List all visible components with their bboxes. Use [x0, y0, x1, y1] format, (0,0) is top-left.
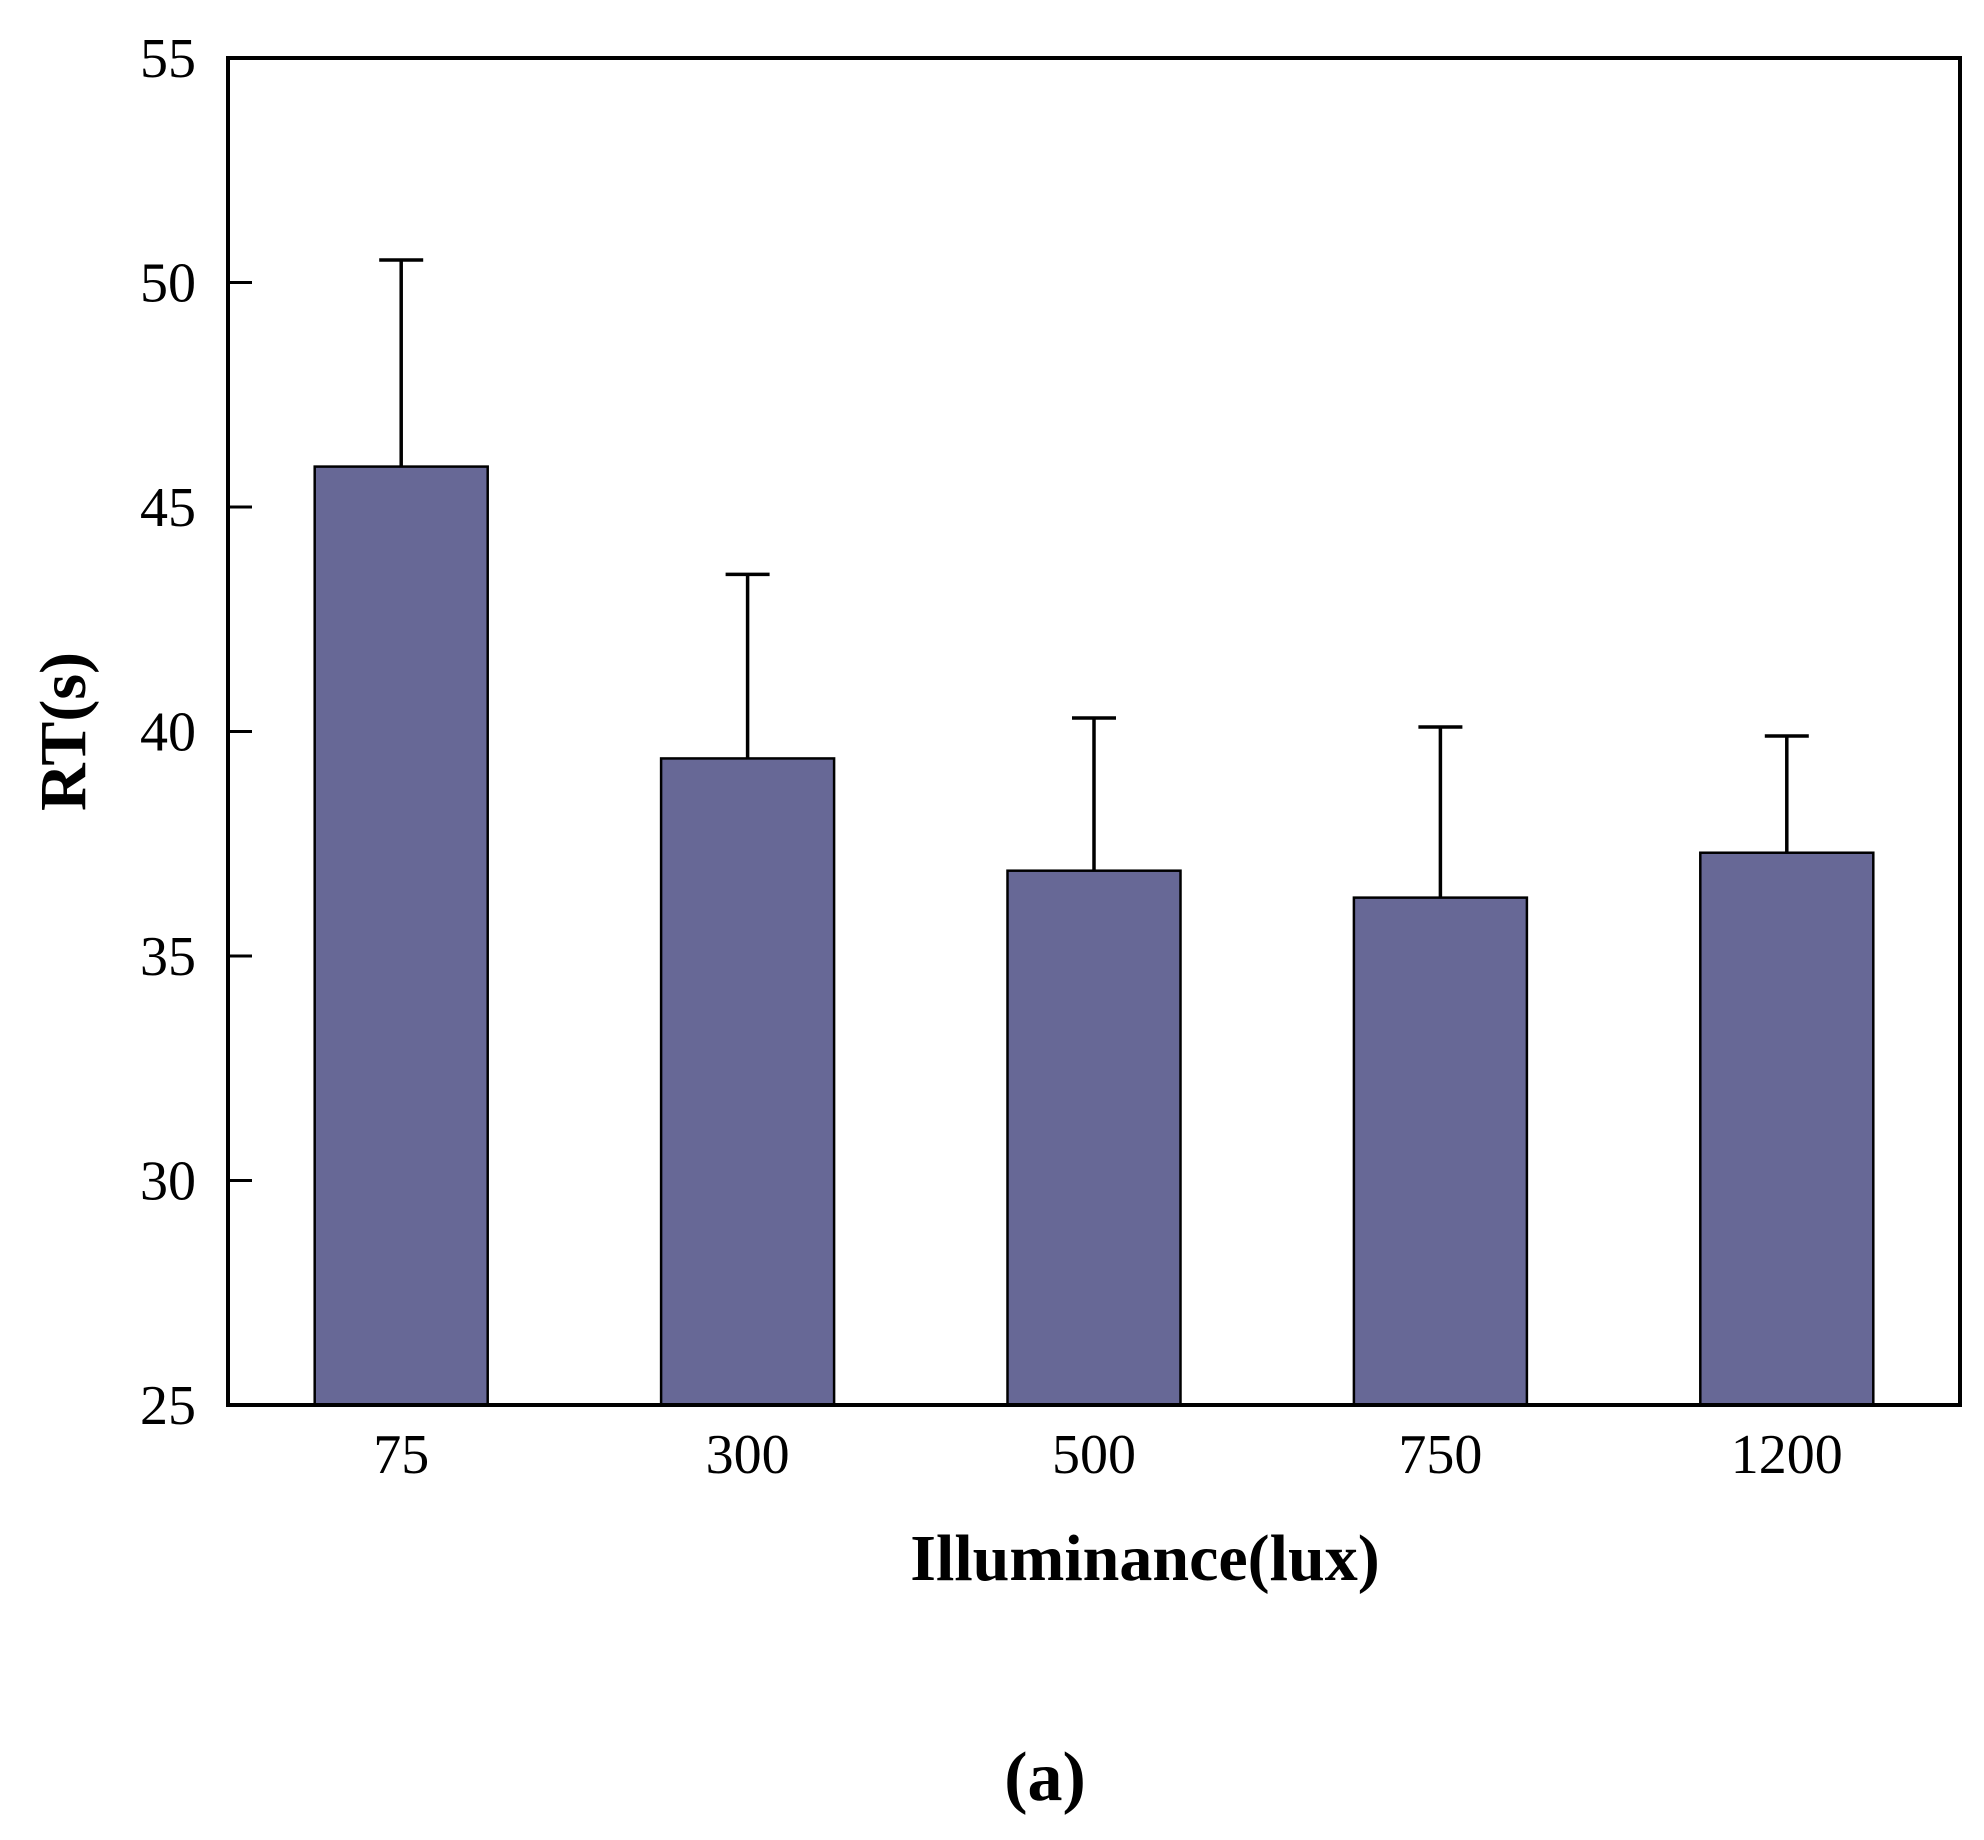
- y-axis-ticks: 25 30 35 40 45 50 55: [140, 28, 252, 1437]
- x-axis-ticks: 75 300 500 750 1200: [373, 1424, 1843, 1486]
- y-tick-label-50: 50: [140, 253, 196, 315]
- y-tick-label-25: 25: [140, 1375, 196, 1437]
- bar-1200: [1699, 851, 1875, 1407]
- x-axis-title: Illuminance(lux): [910, 1522, 1379, 1595]
- bar-300: [659, 757, 836, 1407]
- y-axis-title: RT(s): [27, 652, 100, 811]
- y-tick-label-40: 40: [140, 702, 196, 764]
- bar-75: [313, 465, 489, 1407]
- x-tick-label-500: 500: [1052, 1424, 1136, 1486]
- x-tick-label-1200: 1200: [1731, 1424, 1843, 1486]
- x-tick-label-75: 75: [373, 1424, 429, 1486]
- y-tick-label-45: 45: [140, 477, 196, 539]
- bars-group: [313, 465, 1875, 1407]
- x-tick-label-300: 300: [706, 1424, 790, 1486]
- y-tick-label-35: 35: [140, 926, 196, 988]
- x-tick-label-750: 750: [1398, 1424, 1482, 1486]
- error-bars-group: [379, 258, 1809, 898]
- y-tick-label-30: 30: [140, 1151, 196, 1213]
- figure-caption: (a): [1004, 1739, 1086, 1816]
- bar-750: [1352, 896, 1529, 1407]
- y-tick-label-55: 55: [140, 28, 196, 90]
- bar-500: [1006, 869, 1182, 1407]
